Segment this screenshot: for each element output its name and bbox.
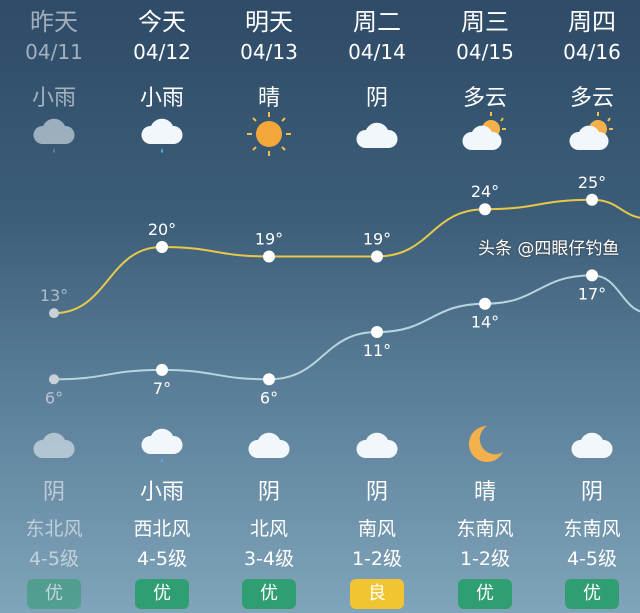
low-temp-label: 14° [471, 313, 499, 332]
night-condition: 小雨 [139, 480, 184, 505]
low-temp-label: 11° [363, 341, 391, 360]
day-label: 昨天 [30, 8, 78, 36]
day-condition: 小雨 [31, 86, 76, 111]
low-temp-label: 17° [578, 284, 606, 303]
night-condition: 阴 [42, 480, 65, 505]
partly-cloudy-icon [461, 110, 509, 158]
day-condition: 多云 [569, 86, 614, 111]
day-column[interactable]: 今天 04/12 小雨 小雨 西北风 4-5级 优 [108, 0, 216, 613]
low-temp-point [263, 373, 275, 386]
wind-level: 4-5级 [136, 548, 188, 570]
light-rain-icon [138, 420, 186, 468]
day-column[interactable]: 周二 04/14 阴 阴 南风 1-2级 良 [323, 0, 431, 613]
day-label: 周四 [568, 8, 616, 36]
day-label: 周三 [461, 8, 509, 36]
day-column[interactable]: 周三 04/15 多云 晴 东南风 1-2级 优 [431, 0, 539, 613]
cloud-icon [245, 420, 293, 468]
wind-level: 4-5级 [566, 548, 618, 570]
aqi-badge[interactable]: 优 [242, 579, 296, 609]
day-condition: 晴 [257, 86, 280, 111]
aqi-badge[interactable]: 优 [565, 579, 619, 609]
high-temp-label: 24° [471, 182, 499, 201]
night-condition: 阴 [257, 480, 280, 505]
aqi-badge[interactable]: 优 [458, 579, 512, 609]
low-temp-point [479, 297, 491, 310]
night-condition: 阴 [580, 480, 603, 505]
aqi-badge[interactable]: 优 [135, 579, 189, 609]
watermark: 头条 @四眼仔钓鱼 [478, 239, 620, 259]
day-condition: 小雨 [139, 86, 184, 111]
wind-level: 3-4级 [243, 548, 295, 570]
wind-direction: 南风 [357, 518, 396, 540]
partly-cloudy-icon [568, 110, 616, 158]
wind-direction: 东北风 [25, 518, 83, 540]
high-temp-point [263, 250, 275, 263]
cloud-icon [353, 110, 401, 158]
night-condition: 阴 [365, 480, 388, 505]
cloud-icon [353, 420, 401, 468]
low-temp-label: 6° [45, 388, 63, 407]
day-column[interactable]: 周四 04/16 多云 阴 东南风 4-5级 优 [538, 0, 640, 613]
date-label: 04/15 [456, 40, 514, 64]
wind-direction: 北风 [249, 518, 288, 540]
night-condition: 晴 [473, 480, 496, 505]
wind-direction: 东南风 [456, 518, 514, 540]
date-label: 04/16 [563, 40, 621, 64]
moon-icon [461, 420, 509, 468]
high-temp-label: 19° [255, 229, 283, 248]
date-label: 04/14 [348, 40, 406, 64]
low-temp-label: 6° [260, 388, 278, 407]
wind-level: 4-5级 [28, 548, 80, 570]
low-temp-point [586, 269, 598, 282]
day-column[interactable]: 明天 04/13 晴 阴 北风 3-4级 优 [215, 0, 323, 613]
high-temp-label: 19° [363, 229, 391, 248]
day-label: 周二 [353, 8, 401, 36]
wind-level: 1-2级 [459, 548, 511, 570]
wind-direction: 东南风 [563, 518, 621, 540]
high-temp-label: 13° [40, 286, 68, 305]
low-temp-point [49, 374, 59, 385]
cloud-icon [568, 420, 616, 468]
day-condition: 多云 [462, 86, 507, 111]
high-temp-point [156, 241, 168, 253]
date-label: 04/11 [25, 40, 83, 64]
wind-level: 1-2级 [351, 548, 403, 570]
high-temp-point [49, 308, 59, 319]
high-temp-label: 25° [578, 173, 606, 192]
low-temp-point [371, 326, 383, 339]
aqi-badge[interactable]: 良 [350, 579, 404, 609]
date-label: 04/12 [133, 40, 191, 64]
wind-direction: 西北风 [133, 518, 191, 540]
day-label: 明天 [245, 8, 293, 36]
aqi-badge[interactable]: 优 [27, 579, 81, 609]
low-temp-label: 7° [153, 379, 171, 398]
high-temp-label: 20° [148, 220, 176, 239]
cloud-icon [30, 420, 78, 468]
high-temp-point [479, 203, 491, 216]
day-condition: 阴 [365, 86, 388, 111]
light-rain-icon [138, 110, 186, 158]
day-column[interactable]: 昨天 04/11 小雨 阴 东北风 4-5级 优 [0, 0, 108, 613]
low-temp-point [156, 363, 168, 376]
high-temp-point [371, 250, 383, 263]
light-rain-icon [30, 110, 78, 158]
date-label: 04/13 [240, 40, 298, 64]
day-label: 今天 [138, 8, 186, 36]
high-temp-point [586, 193, 598, 206]
high-temperature-line [53, 198, 640, 315]
sun-icon [245, 110, 293, 158]
